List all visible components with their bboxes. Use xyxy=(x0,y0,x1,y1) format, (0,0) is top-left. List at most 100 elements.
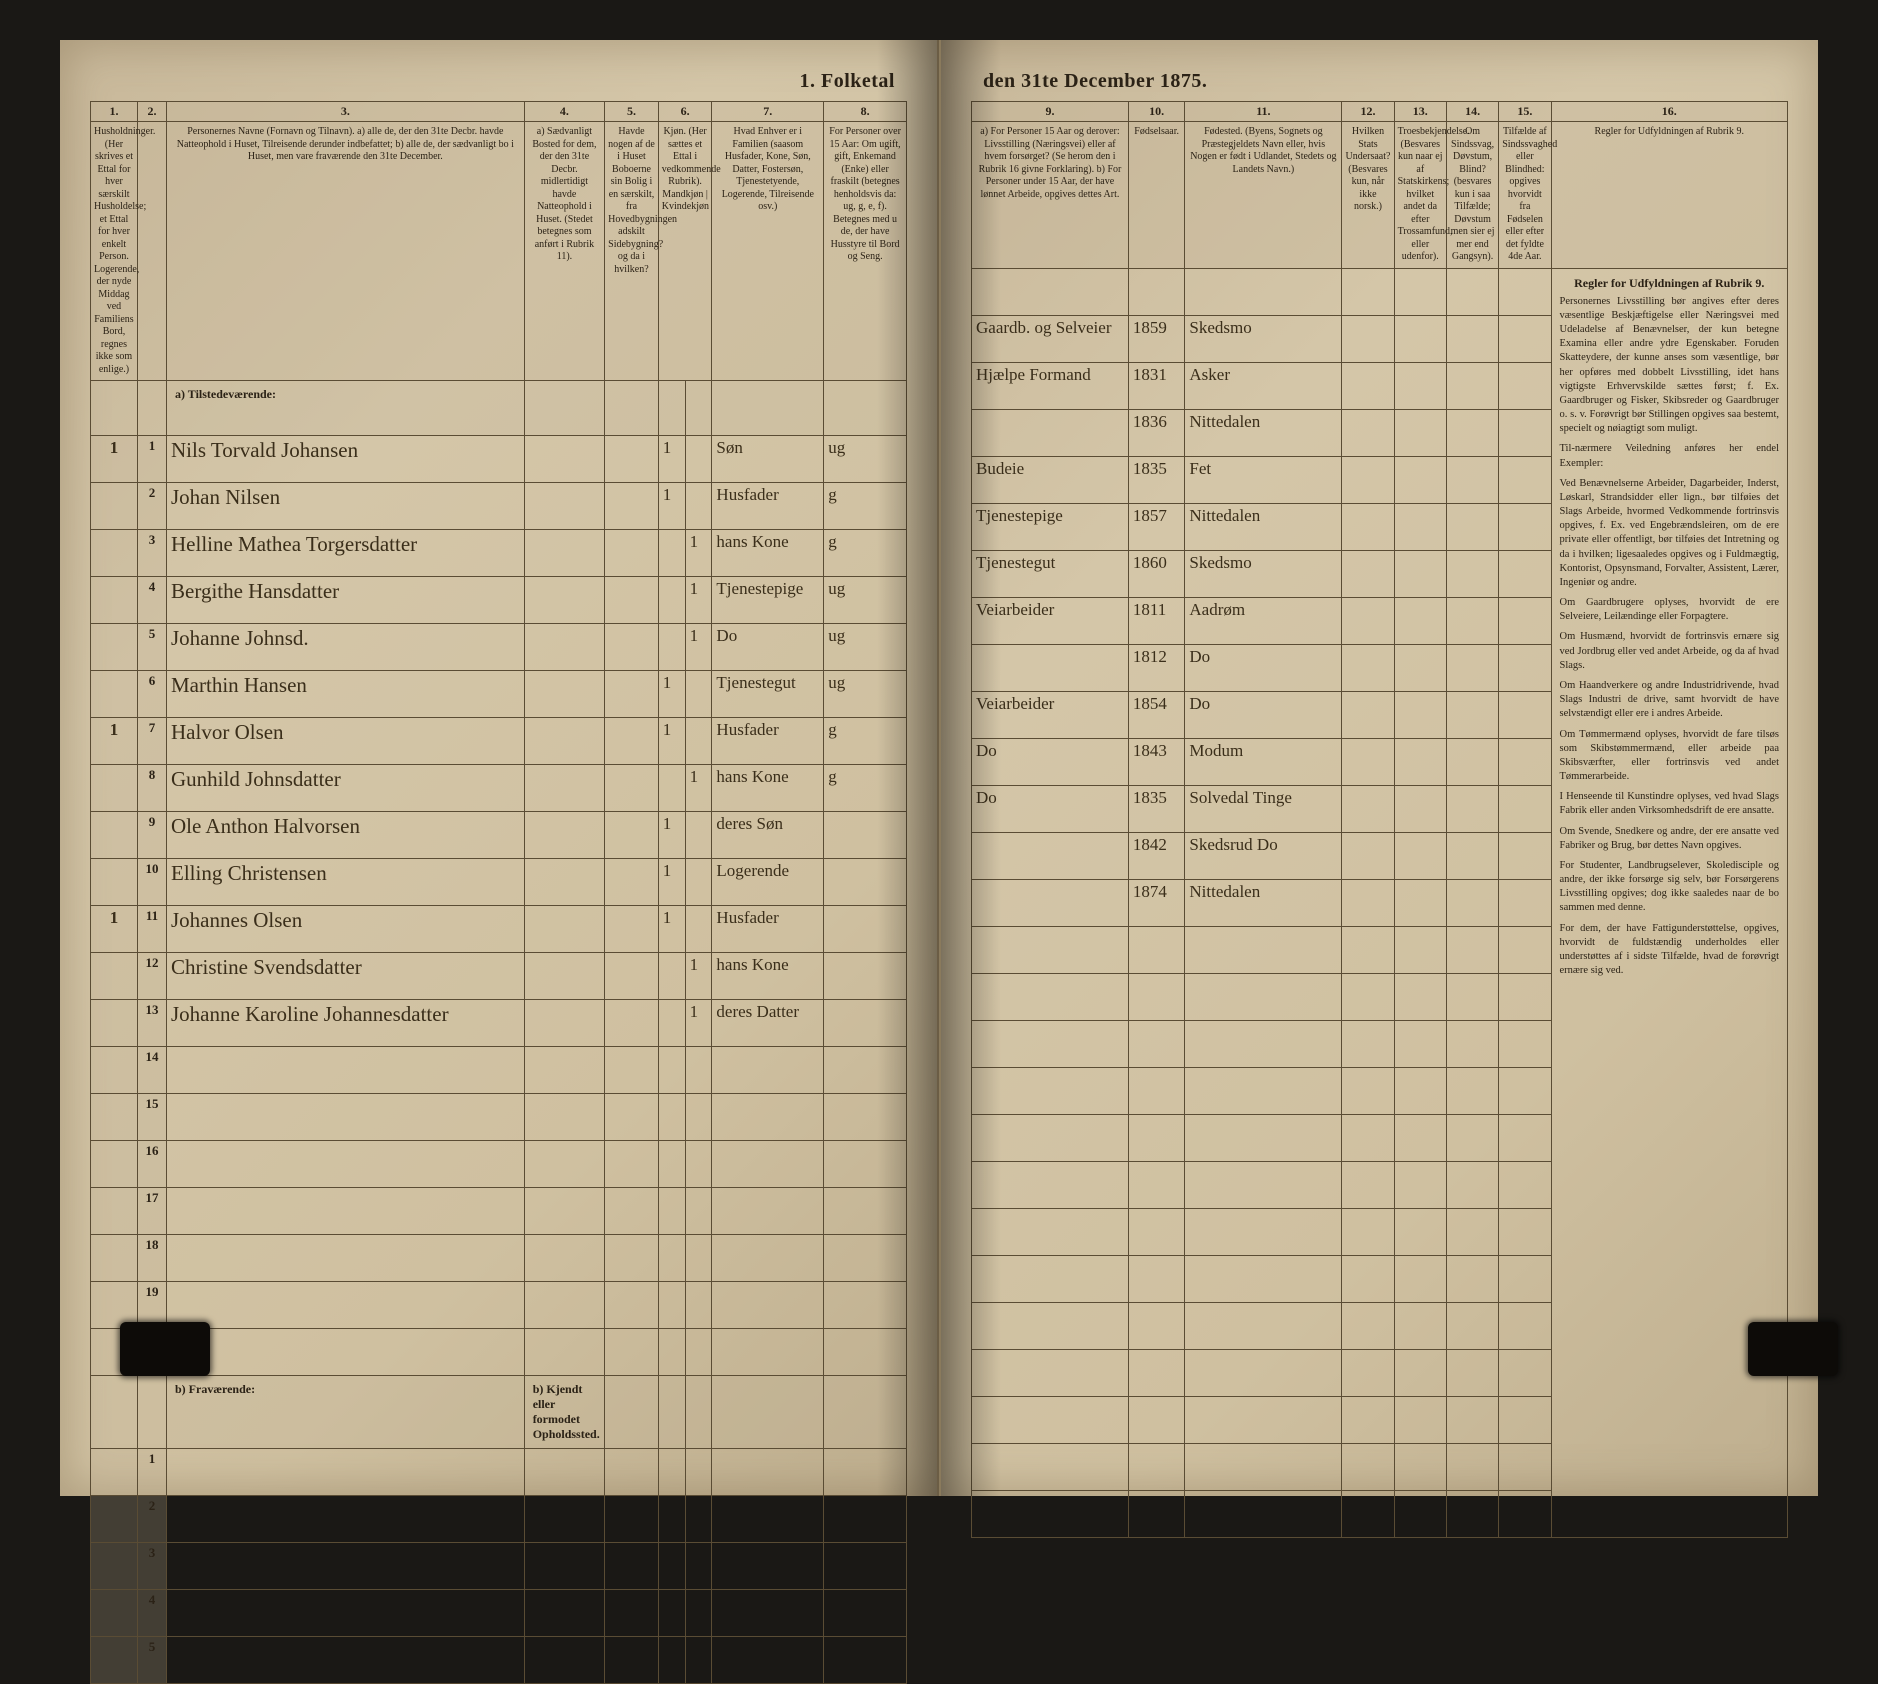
col16-head: Regler for Udfyldningen af Rubrik 9. xyxy=(1551,122,1787,269)
col7-head: Hvad Enhver er i Familien (saasom Husfad… xyxy=(712,122,824,381)
col12-head: Hvilken Stats Undersaat? (Besvares kun, … xyxy=(1342,122,1394,269)
birth-year: 1812 xyxy=(1128,644,1184,691)
sex-male xyxy=(658,953,685,1000)
family-role: Husfader xyxy=(712,483,824,530)
col9-head: a) For Personer 15 Aar og derover: Livss… xyxy=(972,122,1129,269)
civil-status: ug xyxy=(824,436,907,483)
sex-female: 1 xyxy=(685,530,712,577)
birth-place: Modum xyxy=(1185,738,1342,785)
family-role: hans Kone xyxy=(712,953,824,1000)
sex-male xyxy=(658,1000,685,1047)
binder-clip xyxy=(1748,1322,1838,1376)
birth-place: Do xyxy=(1185,644,1342,691)
title-left: 1. Folketal xyxy=(90,70,907,93)
sex-male: 1 xyxy=(658,859,685,906)
person-name: Nils Torvald Johansen xyxy=(167,436,525,483)
person-name: Christine Svendsdatter xyxy=(167,953,525,1000)
civil-status: ug xyxy=(824,671,907,718)
birth-year: 1842 xyxy=(1128,832,1184,879)
sex-female xyxy=(685,483,712,530)
occupation xyxy=(972,832,1129,879)
sex-male xyxy=(658,765,685,812)
civil-status xyxy=(824,812,907,859)
household-num xyxy=(91,859,138,906)
section-b-col4: b) Kjendt eller formodet Opholdssted. xyxy=(524,1376,604,1449)
household-num xyxy=(91,624,138,671)
birth-year: 1836 xyxy=(1128,409,1184,456)
household-num xyxy=(91,765,138,812)
title-right: den 31te December 1875. xyxy=(971,70,1788,93)
family-role: Logerende xyxy=(712,859,824,906)
section-b-label: b) Fraværende: xyxy=(167,1376,525,1449)
birth-place: Asker xyxy=(1185,362,1342,409)
sex-female xyxy=(685,436,712,483)
household-num xyxy=(91,483,138,530)
header-left: 1.2.3.4. 5.6.7.8. Husholdninger. (Her sk… xyxy=(91,102,907,381)
occupation: Budeie xyxy=(972,456,1129,503)
sex-male xyxy=(658,624,685,671)
household-num xyxy=(91,1000,138,1047)
civil-status xyxy=(824,906,907,953)
census-ledger: 1. Folketal 1.2.3.4. 5.6.7.8. Husholdnin… xyxy=(60,40,1818,1496)
family-role: deres Datter xyxy=(712,1000,824,1047)
col13-head: Troesbekjendelse. (Besvares kun naar ej … xyxy=(1394,122,1446,269)
sex-male xyxy=(658,577,685,624)
sex-female: 1 xyxy=(685,953,712,1000)
civil-status: ug xyxy=(824,624,907,671)
col4-head: a) Sædvanligt Bosted for dem, der den 31… xyxy=(524,122,604,381)
birth-year: 1874 xyxy=(1128,879,1184,926)
sex-male xyxy=(658,530,685,577)
header-right: 9.10.11.12. 13.14.15.16. a) For Personer… xyxy=(972,102,1788,269)
col8-head: For Personer over 15 Aar: Om ugift, gift… xyxy=(824,122,907,381)
birth-place: Aadrøm xyxy=(1185,597,1342,644)
left-page: 1. Folketal 1.2.3.4. 5.6.7.8. Husholdnin… xyxy=(60,40,939,1496)
col6-head: Kjøn. (Her sættes et Ettal i vedkommende… xyxy=(658,122,712,381)
household-num xyxy=(91,953,138,1000)
birth-year: 1835 xyxy=(1128,785,1184,832)
sex-male: 1 xyxy=(658,718,685,765)
person-name: Marthin Hansen xyxy=(167,671,525,718)
birth-place: Nittedalen xyxy=(1185,503,1342,550)
civil-status xyxy=(824,859,907,906)
family-role: Husfader xyxy=(712,906,824,953)
occupation: Veiarbeider xyxy=(972,691,1129,738)
occupation xyxy=(972,644,1129,691)
birth-year: 1857 xyxy=(1128,503,1184,550)
birth-year: 1811 xyxy=(1128,597,1184,644)
family-role: Søn xyxy=(712,436,824,483)
household-num: 1 xyxy=(91,906,138,953)
birth-year: 1860 xyxy=(1128,550,1184,597)
occupation xyxy=(972,879,1129,926)
sex-female xyxy=(685,859,712,906)
occupation: Veiarbeider xyxy=(972,597,1129,644)
col1-head: Husholdninger. (Her skrives et Ettal for… xyxy=(91,122,138,381)
col2-head xyxy=(137,122,166,381)
person-name: Johanne Karoline Johannesdatter xyxy=(167,1000,525,1047)
birth-place: Skedsmo xyxy=(1185,315,1342,362)
occupation: Tjenestegut xyxy=(972,550,1129,597)
col14-head: Om Sindssvag, Døvstum, Blind? (besvares … xyxy=(1446,122,1498,269)
birth-place: Solvedal Tinge xyxy=(1185,785,1342,832)
sex-male: 1 xyxy=(658,483,685,530)
birth-place: Fet xyxy=(1185,456,1342,503)
family-role: Husfader xyxy=(712,718,824,765)
binder-clip xyxy=(120,1322,210,1376)
col11-head: Fødested. (Byens, Sognets og Præstegjeld… xyxy=(1185,122,1342,269)
birth-year: 1835 xyxy=(1128,456,1184,503)
birth-place: Nittedalen xyxy=(1185,409,1342,456)
family-role: Do xyxy=(712,624,824,671)
person-name: Johan Nilsen xyxy=(167,483,525,530)
family-role: Tjenestepige xyxy=(712,577,824,624)
civil-status: g xyxy=(824,483,907,530)
birth-year: 1831 xyxy=(1128,362,1184,409)
sex-female xyxy=(685,671,712,718)
sex-male: 1 xyxy=(658,812,685,859)
birth-place: Do xyxy=(1185,691,1342,738)
civil-status: g xyxy=(824,718,907,765)
person-name: Johannes Olsen xyxy=(167,906,525,953)
civil-status: g xyxy=(824,530,907,577)
right-page: den 31te December 1875. 9.10.11.12. 13.1… xyxy=(939,40,1818,1496)
person-name: Elling Christensen xyxy=(167,859,525,906)
household-num xyxy=(91,530,138,577)
sex-male: 1 xyxy=(658,906,685,953)
